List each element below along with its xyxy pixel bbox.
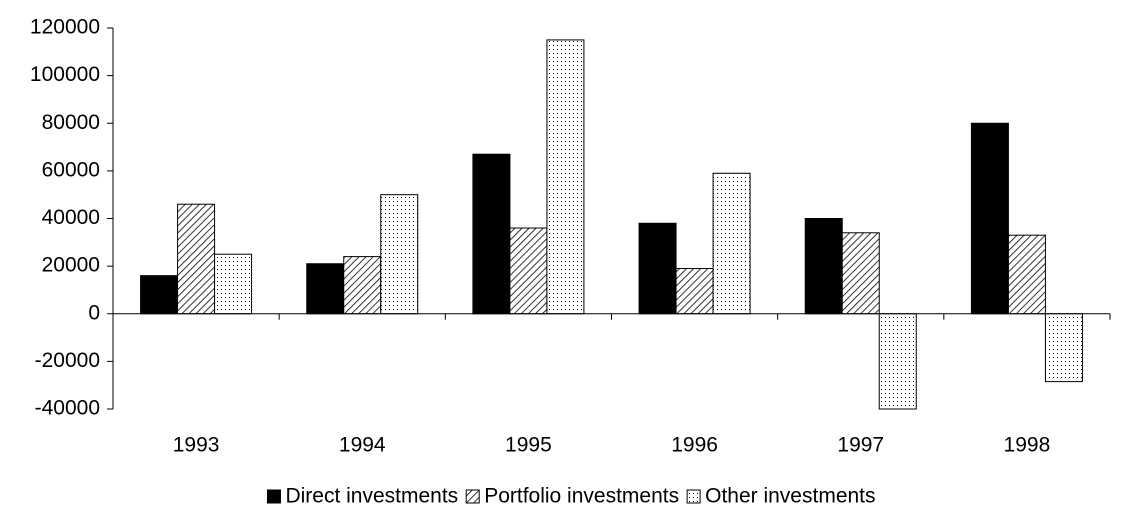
bar	[380, 194, 419, 315]
bar	[878, 313, 917, 410]
bar	[214, 253, 253, 315]
x-tick-label: 1997	[837, 434, 884, 457]
y-tick-label: 40000	[42, 206, 100, 229]
legend-swatch	[465, 489, 480, 504]
bar	[841, 232, 880, 315]
y-tick-label: 100000	[30, 63, 100, 86]
y-tick-label: 0	[88, 301, 100, 324]
bar	[306, 263, 345, 315]
bar	[712, 172, 751, 315]
y-tick-label: -40000	[35, 397, 100, 420]
bar	[343, 256, 382, 315]
y-tick-label: -20000	[35, 349, 100, 372]
y-tick-label: 80000	[42, 111, 100, 134]
y-tick-label: 120000	[30, 16, 100, 39]
bar	[140, 275, 179, 315]
bar	[970, 122, 1009, 315]
y-tick-label: 60000	[42, 158, 100, 181]
bar	[472, 153, 511, 315]
x-tick-label: 1993	[173, 434, 220, 457]
bar	[1007, 234, 1046, 315]
bar	[1044, 313, 1083, 383]
legend-label: Direct investments	[285, 485, 458, 508]
bar	[509, 227, 548, 315]
bar	[546, 39, 585, 315]
x-tick-label: 1996	[671, 434, 718, 457]
y-tick-label: 20000	[42, 254, 100, 277]
legend-label: Other investments	[705, 485, 875, 508]
bar	[804, 218, 843, 315]
legend-swatch	[686, 489, 701, 504]
legend-swatch	[266, 489, 281, 504]
bar	[675, 268, 714, 315]
x-tick-label: 1998	[1004, 434, 1051, 457]
legend-label: Portfolio investments	[484, 485, 679, 508]
bar	[638, 222, 677, 315]
x-tick-label: 1994	[339, 434, 386, 457]
bar	[177, 203, 216, 315]
x-tick-label: 1995	[505, 434, 552, 457]
